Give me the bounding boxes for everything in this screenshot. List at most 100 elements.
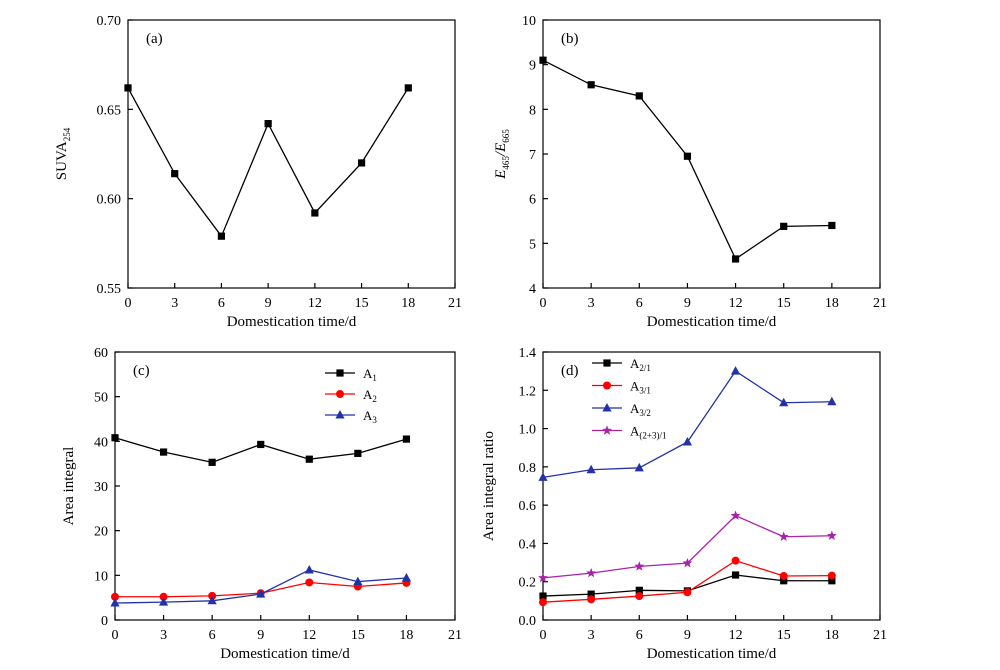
y-tick-label: 6	[529, 193, 536, 208]
x-tick-label: 9	[257, 628, 264, 643]
legend-label-text: A	[363, 408, 373, 423]
data-point	[171, 170, 179, 178]
data-point	[730, 366, 741, 375]
data-point	[731, 255, 740, 263]
data-point	[780, 577, 788, 585]
data-point	[124, 84, 132, 92]
data-point	[159, 448, 168, 456]
x-tick-label: 18	[825, 296, 839, 311]
legend-marker	[336, 369, 344, 377]
data-point	[827, 571, 836, 580]
x-tick-label: 6	[218, 296, 225, 311]
panel-label: (c)	[133, 363, 150, 379]
y-tick-label: 0.4	[519, 537, 537, 552]
data-point	[826, 530, 837, 540]
x-tick-label: 12	[308, 296, 322, 311]
data-point	[311, 209, 319, 217]
data-point	[402, 435, 411, 443]
chart-panel-a: 0 3 6 9 12 15 18 21 0.55 0.60 0.65 0.70 Domesticatio…	[54, 14, 462, 330]
legend-label-subscript: 3/2	[639, 408, 651, 418]
x-tick-label: 21	[448, 628, 462, 643]
legend-label-text: A	[630, 379, 640, 394]
legend-label-subscript: (2+3)/1	[639, 431, 666, 441]
y-tick-label: 0.65	[97, 103, 122, 118]
legend-label-subscript: 2/1	[639, 363, 651, 373]
x-tick-label: 3	[588, 628, 595, 643]
y-tick-label: 10	[522, 14, 536, 29]
x-tick-label: 15	[351, 628, 365, 643]
data-point	[538, 472, 548, 481]
x-tick-label: 0	[540, 296, 547, 311]
y-axis-label: E465/E665	[493, 129, 511, 180]
legend-marker	[335, 410, 345, 419]
panel-label: (d)	[561, 363, 579, 379]
data-point	[539, 598, 547, 607]
data-point	[828, 577, 836, 585]
y-tick-label: 0.8	[519, 461, 537, 476]
y-tick-label: 0.2	[519, 576, 537, 591]
data-point	[539, 56, 547, 64]
x-tick-label: 0	[125, 296, 132, 311]
y-tick-label: 1.0	[519, 423, 537, 438]
y-tick-label: 0.60	[97, 193, 122, 208]
legend-marker	[603, 381, 611, 390]
x-tick-label: 15	[777, 628, 791, 643]
x-tick-label: 21	[448, 296, 462, 311]
y-tick-label: 40	[94, 435, 108, 450]
x-tick-label: 3	[160, 628, 167, 643]
data-point	[635, 586, 643, 594]
x-tick-label: 18	[825, 628, 839, 643]
data-point	[779, 397, 789, 407]
series-line	[542, 514, 832, 579]
y-tick-label: 50	[94, 391, 108, 406]
data-point	[634, 462, 644, 472]
x-tick-label: 21	[873, 628, 887, 643]
y-tick-label: 1.4	[519, 346, 537, 361]
data-point	[635, 592, 644, 601]
legend-label-subscript: 3/1	[639, 386, 651, 396]
x-tick-label: 0	[540, 628, 547, 643]
legend-label: A3	[363, 408, 377, 425]
x-tick-label: 18	[401, 296, 415, 311]
legend-label: A2/1	[630, 356, 651, 373]
x-tick-label: 12	[302, 628, 316, 643]
legend-label: A3/2	[630, 401, 651, 418]
legend-marker	[602, 403, 612, 412]
legend-label: A1	[363, 366, 377, 383]
chart-panel-b: 0 3 6 9 12 15 18 21 4 5 6 7 8 9 10 Domestication time/d…	[493, 14, 887, 330]
data-point	[354, 449, 362, 457]
legend-label-text: A	[630, 356, 640, 371]
y-axis-label-part: Area integral ratio	[481, 431, 497, 541]
data-point	[539, 592, 547, 600]
legend-label-text: A	[630, 401, 640, 416]
data-point	[587, 595, 596, 604]
legend-label-subscript: 2	[372, 394, 377, 404]
y-tick-label: 9	[529, 59, 536, 74]
data-point	[159, 592, 168, 601]
legend-label-subscript: 3	[372, 415, 377, 425]
x-tick-label: 12	[729, 296, 743, 311]
data-point	[731, 556, 740, 565]
y-tick-label: 0.55	[97, 282, 122, 297]
data-point	[586, 567, 597, 578]
y-axis-label-part: Area integral	[61, 447, 77, 526]
x-tick-label: 3	[171, 296, 178, 311]
y-tick-label: 60	[94, 346, 108, 361]
y-tick-label: 30	[94, 480, 108, 495]
y-tick-label: 5	[529, 237, 536, 252]
legend-label-subscript: 1	[372, 373, 377, 383]
x-axis-label: Domestication time/d	[647, 314, 777, 330]
data-point	[353, 576, 363, 586]
legend-marker	[336, 390, 344, 398]
panel-label: (b)	[561, 31, 579, 47]
y-tick-label: 0.6	[519, 499, 537, 514]
x-tick-label: 6	[209, 628, 216, 643]
data-point	[158, 597, 169, 606]
data-point	[207, 595, 217, 605]
data-point	[586, 464, 596, 474]
data-point	[257, 440, 265, 449]
x-tick-label: 6	[636, 628, 643, 643]
x-tick-label: 15	[777, 296, 791, 311]
data-point	[208, 458, 216, 466]
y-tick-label: 1.2	[519, 384, 537, 399]
